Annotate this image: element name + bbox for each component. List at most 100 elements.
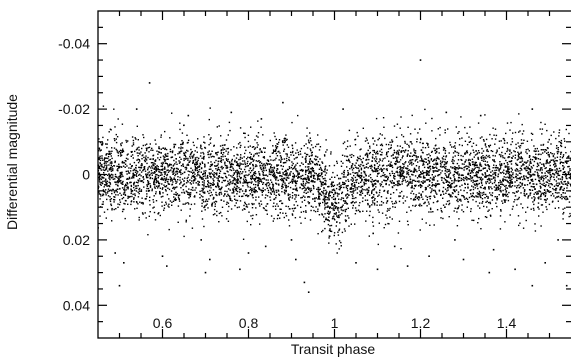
data-point (258, 188, 260, 190)
data-point (327, 223, 330, 226)
data-point (235, 199, 237, 201)
data-point (138, 188, 140, 191)
data-point (500, 210, 502, 212)
data-point (454, 142, 457, 144)
data-point (452, 162, 454, 164)
data-point (418, 167, 420, 169)
data-point (444, 167, 446, 169)
data-point (521, 184, 523, 186)
data-point (186, 177, 188, 180)
data-point (217, 178, 219, 180)
data-point (381, 160, 384, 162)
data-point (180, 146, 182, 148)
data-point (190, 183, 192, 185)
data-point (124, 217, 126, 220)
data-point (276, 177, 278, 179)
data-point (436, 167, 438, 169)
data-point (456, 167, 458, 169)
data-point (197, 180, 199, 183)
data-point (158, 169, 160, 171)
data-point (115, 133, 117, 136)
data-point (448, 203, 450, 206)
data-point (331, 176, 333, 178)
data-point (395, 200, 397, 202)
data-point (164, 178, 166, 180)
data-point (547, 179, 549, 181)
data-point (334, 219, 336, 221)
data-point (251, 194, 254, 196)
data-point (500, 155, 502, 158)
data-point (347, 160, 349, 162)
data-point (556, 172, 559, 175)
data-point (124, 199, 127, 202)
data-point (277, 190, 280, 192)
data-point (516, 164, 519, 166)
data-point (494, 179, 496, 181)
data-point (520, 156, 522, 158)
data-point (343, 141, 346, 143)
data-point (517, 174, 519, 176)
data-point (367, 191, 370, 193)
data-point (484, 176, 486, 178)
data-point (236, 199, 239, 202)
data-point (518, 196, 520, 199)
data-point (310, 167, 312, 170)
data-point (171, 171, 174, 173)
data-point (127, 188, 129, 190)
data-point (115, 190, 118, 192)
data-point (332, 185, 335, 187)
data-point (276, 168, 278, 170)
data-point (169, 176, 171, 178)
data-point (461, 209, 463, 211)
data-point (154, 177, 156, 180)
data-point (262, 156, 265, 158)
data-point (496, 149, 498, 151)
data-point (275, 194, 277, 197)
data-point (447, 175, 450, 177)
data-point (525, 175, 527, 177)
data-point (270, 171, 272, 173)
data-point (250, 215, 252, 217)
data-point (226, 190, 228, 193)
data-point (204, 165, 206, 167)
data-point (557, 151, 560, 153)
data-point (312, 184, 314, 187)
data-point (306, 127, 308, 129)
data-point (134, 193, 136, 195)
data-point (402, 174, 404, 177)
data-point (532, 164, 535, 167)
data-point (550, 143, 552, 145)
data-point (476, 152, 479, 154)
data-point (261, 165, 263, 167)
data-point (324, 208, 326, 210)
data-point (250, 178, 253, 181)
data-point (478, 152, 481, 154)
data-point (539, 185, 541, 187)
data-point (286, 138, 288, 141)
data-point (236, 147, 238, 149)
data-point (101, 163, 103, 166)
data-point (250, 158, 252, 160)
data-point (172, 181, 174, 183)
data-point (308, 196, 311, 198)
data-point (131, 150, 133, 153)
data-point (472, 188, 475, 191)
data-point (491, 208, 493, 210)
data-point (275, 147, 278, 149)
data-point (184, 203, 186, 205)
data-point (121, 198, 123, 200)
data-point (226, 165, 228, 167)
data-point (164, 168, 166, 170)
data-point (283, 139, 286, 142)
data-point (101, 159, 104, 161)
data-point (468, 162, 470, 164)
data-point (360, 148, 362, 150)
data-point (307, 181, 309, 184)
data-point (233, 173, 235, 175)
data-point (330, 230, 333, 233)
data-point (165, 154, 167, 157)
data-point (306, 177, 308, 179)
data-point (432, 184, 434, 186)
data-point (100, 149, 102, 151)
